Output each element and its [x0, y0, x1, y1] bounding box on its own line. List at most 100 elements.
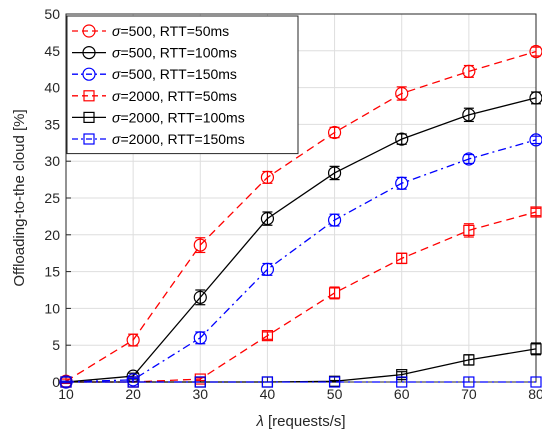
data-point [463, 376, 475, 388]
data-point [60, 376, 72, 388]
data-point [462, 152, 476, 166]
data-point [261, 330, 274, 342]
legend-label: σ=500, RTT=50ms [112, 23, 229, 39]
legend-sigma: σ [112, 109, 121, 125]
data-point [530, 343, 542, 355]
series-line [65, 50, 537, 382]
legend-label-text: =500, RTT=150ms [120, 66, 236, 82]
legend-item: σ=2000, RTT=150ms [72, 131, 245, 147]
series-group [60, 376, 542, 388]
series-group [59, 91, 542, 389]
legend-label: σ=500, RTT=150ms [112, 66, 237, 82]
series-group [59, 44, 542, 388]
data-point [396, 369, 408, 381]
legend-label-text: =500, RTT=50ms [120, 23, 229, 39]
series-lines [59, 44, 542, 389]
legend-item: σ=2000, RTT=50ms [72, 88, 237, 104]
data-point [395, 86, 409, 101]
data-point [127, 376, 139, 388]
x-axis-symbol: λ [255, 413, 263, 430]
x-tick-label: 50 [327, 386, 343, 402]
data-point [327, 166, 342, 180]
data-point [462, 108, 476, 122]
y-tick-label: 40 [44, 80, 60, 96]
axis-ticks: 10 20 30 40 50 60 70 80 0 5 10 15 20 25 30 35 40 45 50 [44, 6, 542, 402]
legend-item: σ=500, RTT=150ms [72, 66, 237, 82]
y-tick-label: 35 [44, 116, 60, 132]
legend-label: σ=2000, RTT=100ms [112, 109, 245, 125]
series-group [59, 133, 542, 389]
data-point [260, 170, 275, 184]
data-point [530, 206, 542, 218]
series-line [65, 97, 537, 383]
legend-sigma: σ [112, 45, 121, 61]
legend-swatch-marker [82, 67, 96, 81]
y-tick-label: 50 [44, 6, 60, 22]
data-point [126, 373, 140, 387]
legend-item: σ=2000, RTT=100ms [72, 109, 245, 125]
legend-swatch-marker [83, 133, 95, 145]
x-tick-label: 20 [125, 386, 141, 402]
data-point [328, 287, 341, 299]
data-point [529, 44, 542, 59]
data-point [529, 91, 542, 105]
y-tick-label: 25 [44, 190, 60, 206]
legend-label-text: =500, RTT=100ms [120, 45, 236, 61]
legend-sigma: σ [112, 88, 121, 104]
legend-swatch-marker [83, 90, 95, 102]
x-tick-label: 70 [461, 386, 477, 402]
data-point [395, 176, 409, 190]
data-point [327, 213, 342, 227]
y-axis-title: Offloading-to-the cloud [%] [11, 109, 28, 286]
y-tick-label: 10 [44, 300, 60, 316]
data-point [396, 252, 408, 264]
data-point [328, 376, 341, 388]
legend-swatch-marker [83, 111, 95, 124]
legend-item: σ=500, RTT=100ms [72, 45, 237, 61]
legend-item: σ=500, RTT=50ms [72, 23, 229, 39]
legend-sigma: σ [112, 23, 121, 39]
legend-label: σ=500, RTT=100ms [112, 45, 237, 61]
x-axis-title: λ [requests/s] [255, 413, 345, 430]
y-tick-label: 0 [52, 374, 60, 390]
legend-sigma: σ [112, 66, 121, 82]
legend-swatch-marker [82, 45, 96, 60]
data-point [529, 133, 542, 147]
data-point [193, 290, 207, 304]
data-point [260, 212, 275, 226]
x-tick-label: 80 [528, 386, 542, 402]
legend-label: σ=2000, RTT=150ms [112, 131, 245, 147]
x-axis-unit: [requests/s] [264, 413, 346, 430]
data-point [462, 64, 476, 79]
series-line [65, 139, 537, 383]
data-point [530, 376, 542, 388]
data-point [194, 376, 206, 388]
y-tick-label: 45 [44, 43, 60, 59]
x-tick-label: 10 [58, 386, 74, 402]
x-tick-label: 30 [192, 386, 208, 402]
data-point [260, 262, 275, 276]
data-point [396, 376, 408, 388]
legend-label-text: =2000, RTT=100ms [120, 109, 244, 125]
data-point [193, 238, 207, 252]
legend-label: σ=2000, RTT=50ms [112, 88, 237, 104]
data-point [126, 333, 140, 347]
data-point [327, 125, 342, 140]
x-tick-label: 60 [394, 386, 410, 402]
y-tick-label: 5 [52, 337, 60, 353]
x-tick-label: 40 [260, 386, 276, 402]
data-point [261, 376, 274, 388]
data-point [193, 331, 207, 345]
data-point [463, 224, 475, 236]
legend-box [66, 15, 299, 155]
legend-label-text: =2000, RTT=150ms [120, 131, 244, 147]
data-point [395, 132, 409, 146]
y-tick-label: 15 [44, 264, 60, 280]
data-point [463, 354, 475, 366]
legend-label-text: =2000, RTT=50ms [120, 88, 236, 104]
legend-sigma: σ [112, 131, 121, 147]
legend-swatch-marker [82, 24, 96, 38]
y-tick-label: 20 [44, 227, 60, 243]
